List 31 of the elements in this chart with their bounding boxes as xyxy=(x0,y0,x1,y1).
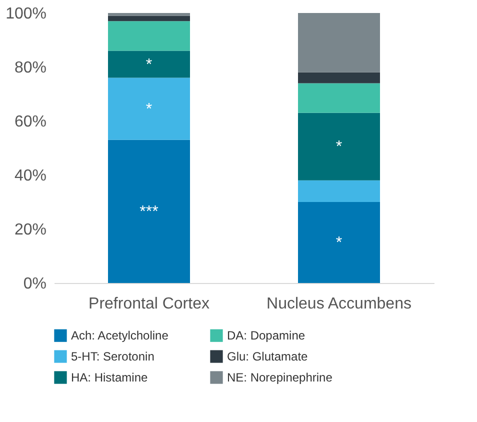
bar xyxy=(298,83,380,113)
data-label: * xyxy=(146,100,152,118)
bar xyxy=(298,202,380,283)
bar xyxy=(298,112,380,180)
y-tick-label: 100% xyxy=(6,6,46,22)
y-tick-label: 60% xyxy=(14,114,46,130)
data-label: * xyxy=(336,138,342,156)
x-tick-label: Nucleus Accumbens xyxy=(266,296,412,312)
y-tick-label: 80% xyxy=(14,60,46,76)
bar xyxy=(298,180,380,202)
x-tick-label: Prefrontal Cortex xyxy=(88,296,210,312)
legend-label: NE: Norepinephrine xyxy=(227,370,333,384)
bar xyxy=(108,78,190,140)
bar xyxy=(108,50,190,78)
bar xyxy=(108,21,190,51)
bar xyxy=(108,140,190,283)
bar xyxy=(298,13,380,72)
legend-label: HA: Histamine xyxy=(71,370,148,384)
y-tick-label: 40% xyxy=(14,168,46,184)
legend-label: DA: Dopamine xyxy=(227,328,306,343)
y-tick-label: 0% xyxy=(23,276,46,292)
legend-label: Ach: Acetylcholine xyxy=(71,328,169,343)
legend-label: 5-HT: Serotonin xyxy=(71,350,154,364)
y-tick-label: 20% xyxy=(14,222,46,238)
legend-label: Glu: Glutamate xyxy=(227,350,308,364)
bar xyxy=(108,13,190,16)
bar xyxy=(108,16,190,22)
data-label: * xyxy=(336,234,342,252)
data-label: * xyxy=(146,56,152,74)
bar xyxy=(298,72,380,84)
data-label: *** xyxy=(140,203,158,220)
